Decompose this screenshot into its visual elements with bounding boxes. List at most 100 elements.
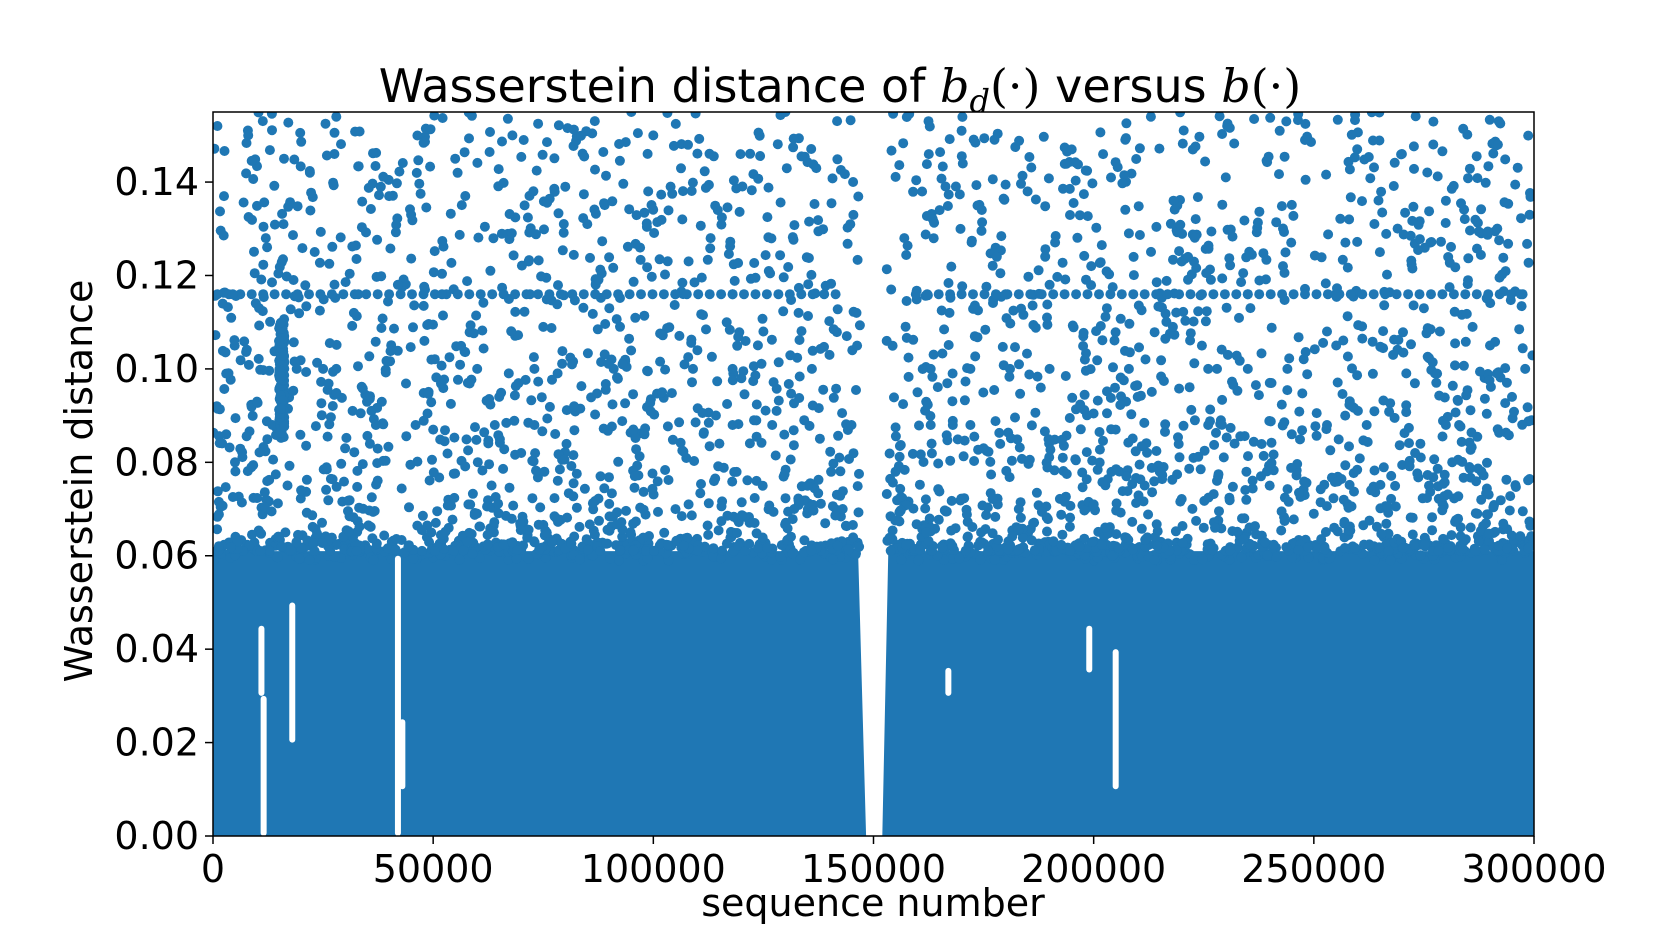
scatter-point (708, 543, 719, 554)
scatter-point (886, 284, 897, 295)
scatter-point (1515, 531, 1526, 542)
scatter-point (1134, 342, 1144, 353)
scatter-point (1131, 154, 1142, 164)
scatter-point (1281, 116, 1292, 127)
scatter-point (751, 399, 762, 410)
scatter-point (1123, 228, 1134, 239)
scatter-point (1195, 464, 1206, 475)
scatter-point (1149, 327, 1160, 338)
scatter-point (628, 276, 639, 287)
scatter-point (1428, 139, 1439, 150)
scatter-point (1510, 179, 1521, 190)
scatter-point (1245, 303, 1256, 314)
scatter-point (1414, 289, 1425, 300)
scatter-point (252, 396, 262, 407)
scatter-point (464, 378, 475, 389)
x-tick-label: 150000 (801, 847, 946, 891)
scatter-point (1189, 358, 1200, 369)
scatter-point (1438, 533, 1449, 544)
scatter-point (411, 167, 422, 178)
scatter-point (1149, 476, 1160, 487)
scatter-point (224, 442, 235, 453)
scatter-point (314, 305, 325, 316)
scatter-point (544, 193, 555, 204)
scatter-point (1516, 213, 1526, 224)
scatter-point (1406, 339, 1416, 350)
scatter-point (421, 202, 432, 213)
scatter-point (1440, 195, 1451, 206)
scatter-point (515, 525, 526, 536)
scatter-point (365, 521, 376, 532)
scatter-point (807, 400, 818, 411)
scatter-point (941, 430, 952, 441)
scatter-point (794, 371, 805, 382)
scatter-point (1013, 504, 1024, 514)
scatter-point (437, 113, 448, 123)
scatter-point (357, 196, 368, 207)
scatter-point (1512, 162, 1523, 173)
scatter-point (1236, 552, 1247, 563)
scatter-point (549, 153, 560, 164)
scatter-point (1259, 537, 1270, 548)
scatter-point (423, 388, 434, 399)
scatter-point (973, 540, 984, 551)
scatter-point (430, 517, 441, 528)
scatter-point (1033, 265, 1044, 276)
scatter-point (615, 321, 625, 332)
x-tick-label: 300000 (1461, 847, 1606, 891)
scatter-point (708, 551, 719, 562)
scatter-point (1465, 472, 1476, 483)
scatter-point (1492, 139, 1503, 150)
scatter-point (886, 145, 897, 156)
scatter-point (1220, 172, 1231, 183)
scatter-point (464, 289, 475, 300)
scatter-point (541, 527, 552, 538)
scatter-point (422, 408, 433, 419)
scatter-point (956, 125, 967, 136)
scatter-point (737, 181, 748, 192)
scatter-point (1277, 420, 1288, 431)
scatter-point (561, 438, 572, 449)
scatter-point (771, 405, 782, 416)
scatter-point (1177, 538, 1188, 548)
scatter-point (1410, 448, 1421, 458)
scatter-point (1398, 229, 1409, 240)
scatter-point (987, 260, 998, 271)
scatter-point (537, 426, 548, 437)
scatter-point (1189, 232, 1200, 243)
scatter-point (1345, 289, 1356, 300)
scatter-point (667, 434, 678, 445)
scatter-point (970, 351, 981, 362)
scatter-point (1428, 116, 1439, 127)
scatter-point (1383, 528, 1394, 539)
scatter-point (799, 415, 810, 426)
scatter-point (307, 510, 318, 521)
scatter-point (1134, 143, 1145, 154)
scatter-point (1059, 289, 1070, 300)
scatter-point (366, 405, 377, 416)
scatter-point (1310, 421, 1321, 432)
scatter-point (530, 448, 541, 459)
scatter-point (1448, 289, 1459, 300)
scatter-point (512, 545, 523, 555)
scatter-point (793, 495, 804, 506)
scatter-point (1482, 457, 1492, 468)
scatter-point (1185, 289, 1196, 300)
scatter-point (1229, 138, 1240, 149)
scatter-point (1347, 363, 1357, 374)
scatter-point (555, 289, 566, 300)
scatter-point (549, 493, 560, 504)
scatter-point (962, 531, 973, 542)
scatter-point (692, 545, 703, 556)
scatter-point (1280, 247, 1291, 258)
scatter-point (1199, 445, 1210, 456)
scatter-point (695, 488, 706, 499)
scatter-point (1376, 186, 1387, 197)
scatter-point (937, 348, 948, 359)
scatter-point (614, 139, 625, 149)
scatter-point (266, 506, 277, 517)
scatter-point (924, 121, 935, 132)
scatter-point (1004, 371, 1015, 382)
scatter-point (1288, 514, 1299, 525)
scatter-point (1206, 226, 1217, 237)
